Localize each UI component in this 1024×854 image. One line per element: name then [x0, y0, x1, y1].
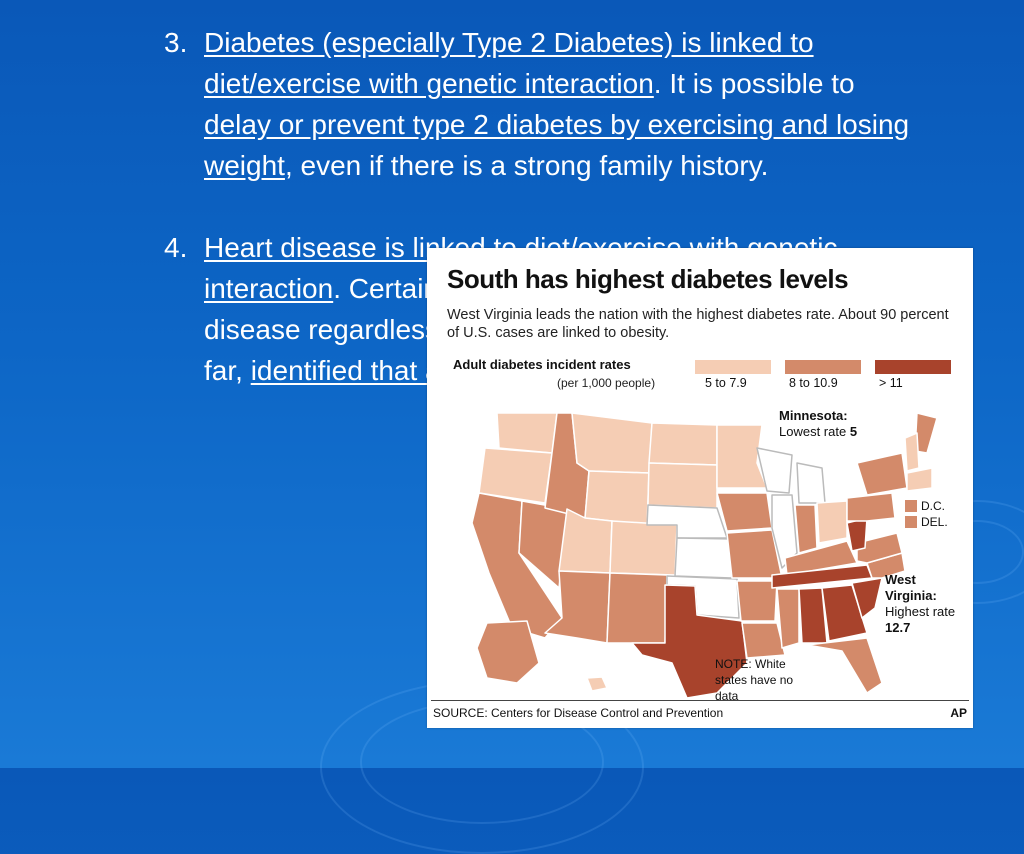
state-kentucky	[784, 540, 858, 576]
state-vermont-nh	[904, 432, 920, 472]
state-ohio	[816, 500, 848, 544]
source-divider	[431, 700, 969, 701]
credit-text: AP	[950, 706, 967, 720]
legend-unit: (per 1,000 people)	[557, 376, 656, 390]
legend-title: Adult diabetes incident rates	[453, 357, 631, 372]
state-indiana	[794, 504, 818, 554]
state-washington	[496, 412, 558, 454]
state-new-england	[906, 467, 933, 492]
del-swatch	[905, 516, 917, 528]
state-hawaii	[586, 676, 608, 692]
state-colorado	[609, 520, 678, 576]
minnesota-value: 5	[849, 424, 858, 439]
wv-label: West Virginia:	[885, 572, 937, 603]
state-michigan	[796, 462, 826, 504]
state-south-carolina	[851, 577, 883, 619]
state-iowa	[716, 492, 773, 532]
state-texas	[631, 584, 748, 699]
state-alaska	[476, 620, 540, 684]
legend-swatch-high	[875, 360, 951, 374]
state-georgia	[821, 584, 868, 642]
source-text: SOURCE: Centers for Disease Control and …	[433, 706, 724, 720]
diabetes-map-figure: South has highest diabetes levels West V…	[427, 248, 973, 728]
list-text: Diabetes (especially Type 2 Diabetes) is…	[204, 22, 914, 186]
legend-swatch-low	[695, 360, 771, 374]
state-new-york	[856, 452, 908, 496]
legend-label-low: 5 to 7.9	[705, 376, 747, 390]
state-florida	[806, 637, 883, 694]
legend-swatch-mid	[785, 360, 861, 374]
state-arkansas	[736, 580, 778, 622]
legend-label-high: > 11	[879, 376, 903, 390]
minnesota-text: Lowest rate	[779, 424, 847, 439]
state-virginia	[856, 532, 903, 564]
state-montana	[571, 412, 653, 474]
legend-label-mid: 8 to 10.9	[789, 376, 838, 390]
west-virginia-annotation: West Virginia: Highest rate 12.7	[885, 572, 967, 636]
state-louisiana	[741, 622, 786, 659]
state-south-dakota	[647, 462, 718, 509]
del-label: DEL.	[921, 515, 948, 529]
list-number: 3.	[164, 27, 188, 58]
dc-label: D.C.	[921, 499, 945, 513]
underlined-text: Diabetes (especially Type 2 Diabetes) is…	[204, 27, 814, 99]
state-mississippi	[776, 588, 800, 649]
wv-value: 12.7	[885, 620, 911, 635]
state-pennsylvania	[846, 492, 896, 522]
state-wyoming	[584, 470, 650, 526]
us-map	[471, 412, 938, 699]
underlined-text: delay or prevent type 2 diabetes by exer…	[204, 109, 910, 181]
state-north-dakota	[648, 422, 718, 466]
map-subtitle: West Virginia leads the nation with the …	[447, 307, 949, 341]
minnesota-label: Minnesota:	[779, 408, 848, 423]
state-wisconsin	[756, 447, 793, 494]
state-kansas	[674, 537, 733, 579]
dc-swatch	[905, 500, 917, 512]
minnesota-annotation: Minnesota: Lowest rate 5	[779, 408, 857, 440]
map-note: NOTE: White states have no data	[715, 657, 794, 703]
state-minnesota	[716, 424, 768, 489]
state-new-mexico	[606, 572, 668, 644]
list-number: 4.	[164, 232, 188, 263]
plain-text: . It is possible to	[653, 68, 855, 99]
list-item-3: 3. Diabetes (especially Type 2 Diabetes)…	[164, 22, 924, 186]
plain-text: , even if there is a strong family histo…	[284, 150, 769, 181]
map-title: South has highest diabetes levels	[447, 264, 849, 294]
wv-text: Highest rate	[885, 604, 956, 619]
